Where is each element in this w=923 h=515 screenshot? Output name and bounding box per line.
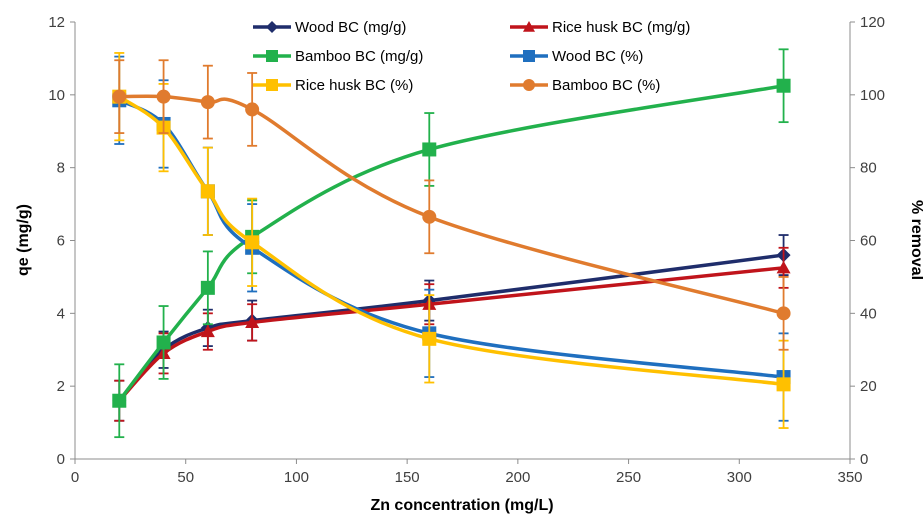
legend-marker bbox=[266, 79, 278, 91]
legend-label: Wood BC (mg/g) bbox=[295, 19, 406, 36]
legend-item: Wood BC (%) bbox=[510, 48, 643, 65]
x-tick-label: 250 bbox=[616, 469, 641, 486]
x-tick-label: 0 bbox=[71, 469, 79, 486]
legend-label: Rice husk BC (mg/g) bbox=[552, 19, 690, 36]
x-tick-label: 350 bbox=[837, 469, 862, 486]
data-point bbox=[776, 260, 791, 274]
legend-label: Bamboo BC (%) bbox=[552, 77, 660, 94]
x-tick-label: 200 bbox=[505, 469, 530, 486]
y2-axis-title: % removal bbox=[908, 200, 923, 280]
axes-layer: 0 50 100 150 200 250 300 3500246810120204060801… bbox=[48, 14, 885, 486]
data-point bbox=[200, 184, 215, 199]
series-line bbox=[118, 98, 784, 379]
y2-tick-label: 0 bbox=[860, 451, 868, 468]
data-point bbox=[422, 142, 437, 157]
y-axis-title: qe (mg/g) bbox=[15, 204, 32, 276]
data-point bbox=[200, 95, 215, 110]
x-axis-title: Zn concentration (mg/L) bbox=[370, 497, 553, 514]
legend-marker bbox=[523, 50, 535, 62]
legend-label: Wood BC (%) bbox=[552, 48, 643, 65]
data-point bbox=[112, 89, 127, 104]
data-point bbox=[776, 377, 791, 392]
legend-item: Bamboo BC (%) bbox=[510, 77, 660, 94]
legend-marker bbox=[266, 50, 278, 62]
y2-tick-label: 40 bbox=[860, 305, 877, 322]
data-point bbox=[156, 335, 171, 350]
data-point bbox=[776, 306, 791, 321]
series-2 bbox=[112, 48, 791, 439]
x-tick-label: 300 bbox=[727, 469, 752, 486]
series-3 bbox=[112, 55, 791, 422]
x-tick-label: 150 bbox=[395, 469, 420, 486]
data-point bbox=[776, 78, 791, 93]
y-tick-label: 8 bbox=[57, 160, 65, 177]
series-layer bbox=[112, 48, 791, 439]
data-point bbox=[156, 89, 171, 104]
series-line bbox=[118, 95, 784, 387]
data-point bbox=[245, 102, 260, 117]
legend-label: Bamboo BC (mg/g) bbox=[295, 48, 423, 65]
legend-item: Bamboo BC (mg/g) bbox=[253, 48, 423, 65]
legend-marker bbox=[266, 21, 278, 33]
data-point bbox=[422, 209, 437, 224]
legend-marker bbox=[523, 79, 535, 91]
data-point bbox=[245, 235, 260, 250]
data-point bbox=[245, 315, 260, 329]
series-line bbox=[117, 84, 784, 402]
series-5 bbox=[112, 59, 791, 351]
series-1 bbox=[112, 246, 791, 422]
x-tick-label: 100 bbox=[284, 469, 309, 486]
series-4 bbox=[112, 52, 791, 429]
series-line bbox=[119, 94, 785, 316]
y-tick-label: 2 bbox=[57, 378, 65, 395]
y-tick-label: 12 bbox=[48, 14, 65, 31]
legend-marker bbox=[523, 21, 535, 32]
legend-item: Rice husk BC (%) bbox=[253, 77, 413, 94]
data-point bbox=[200, 280, 215, 295]
y2-tick-label: 80 bbox=[860, 160, 877, 177]
y2-tick-label: 60 bbox=[860, 233, 877, 250]
legend-item: Rice husk BC (mg/g) bbox=[510, 19, 690, 36]
legend: Wood BC (mg/g) Rice husk BC (mg/g) Bamboo … bbox=[253, 19, 690, 94]
legend-label: Rice husk BC (%) bbox=[295, 77, 413, 94]
data-point bbox=[112, 393, 127, 408]
x-tick-label: 50 bbox=[177, 469, 194, 486]
data-point bbox=[200, 324, 215, 338]
data-point bbox=[422, 331, 437, 346]
legend-item: Wood BC (mg/g) bbox=[253, 19, 406, 36]
y-tick-label: 0 bbox=[57, 451, 65, 468]
y2-tick-label: 100 bbox=[860, 87, 885, 104]
y-tick-label: 6 bbox=[57, 233, 65, 250]
y2-tick-label: 20 bbox=[860, 378, 877, 395]
y2-tick-label: 120 bbox=[860, 14, 885, 31]
y-tick-label: 4 bbox=[57, 305, 65, 322]
y-tick-label: 10 bbox=[48, 87, 65, 104]
